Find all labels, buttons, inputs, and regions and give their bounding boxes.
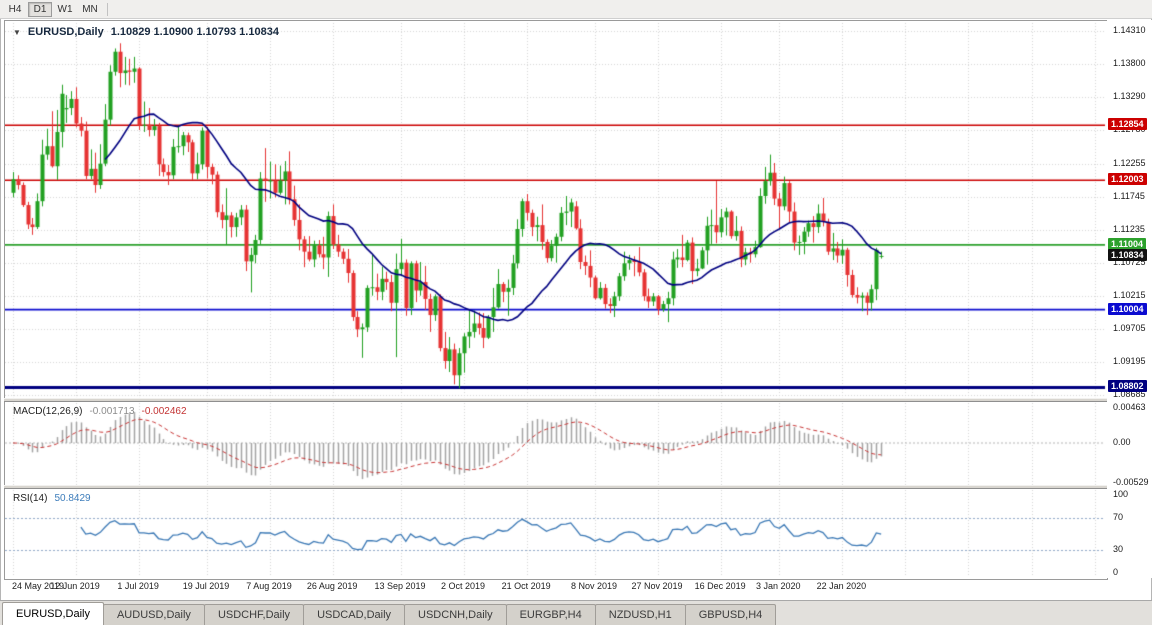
tab-nzdusd-h1[interactable]: NZDUSD,H1 (594, 604, 686, 625)
macd-axis-label: 0.00463 (1113, 402, 1146, 412)
macd-name: MACD(12,26,9) (13, 406, 83, 417)
macd-panel-separator[interactable] (4, 398, 1152, 402)
date-tick-label: 13 Sep 2019 (374, 581, 426, 591)
price-tick-label: 1.14310 (1113, 25, 1146, 35)
current-price-badge: 1.10834 (1108, 248, 1147, 261)
date-tick-label: 21 Oct 2019 (501, 581, 551, 591)
price-tick-label: 1.11745 (1113, 190, 1145, 201)
hline-price-badge[interactable]: 1.10004 (1108, 302, 1147, 315)
timeframe-toolbar: H4 D1 W1 MN (0, 0, 1152, 19)
tab-usdchf-daily[interactable]: USDCHF,Daily (203, 604, 305, 625)
tab-eurgbp-h4[interactable]: EURGBP,H4 (505, 604, 596, 625)
date-tick-label: 8 Nov 2019 (570, 581, 618, 591)
chart-title: ▼ EURUSD,Daily 1.10829 1.10900 1.10793 1… (13, 26, 279, 38)
hline-price-badge[interactable]: 1.12854 (1108, 118, 1147, 131)
hline-price-badge[interactable]: 1.08802 (1108, 380, 1147, 393)
price-tick-label: 1.12255 (1113, 157, 1146, 168)
rsi-panel-separator[interactable] (4, 485, 1152, 489)
date-tick-label: 27 Nov 2019 (631, 581, 683, 591)
hline-price-badge[interactable]: 1.11004 (1108, 237, 1147, 250)
tab-usdcad-daily[interactable]: USDCAD,Daily (303, 604, 406, 625)
macd-main-value: -0.001713 (89, 406, 135, 417)
chart-menu-icon[interactable]: ▼ (13, 27, 21, 37)
tab-eurusd-daily[interactable]: EURUSD,Daily (2, 602, 104, 625)
rsi-value: 50.8429 (54, 493, 91, 504)
timeframe-d1-button[interactable]: D1 (28, 1, 52, 17)
ohlc-quote-label: 1.10829 1.10900 1.10793 1.10834 (110, 26, 279, 38)
hline-price-badge[interactable]: 1.12003 (1108, 173, 1147, 186)
macd-axis-label: -0.00529 (1113, 477, 1149, 487)
price-scale[interactable]: 1.143101.138001.132901.127801.122551.117… (1107, 20, 1152, 578)
price-tick-label: 1.08685 (1113, 389, 1146, 399)
date-tick-label: 24 May 2019 (11, 581, 65, 591)
macd-axis-label: 0.00 (1113, 437, 1131, 447)
date-tick-label: 26 Aug 2019 (306, 581, 358, 591)
date-tick-label: 12 Jun 2019 (50, 581, 100, 591)
date-tick-label: 16 Dec 2019 (694, 581, 746, 591)
price-tick-label: 1.09195 (1113, 355, 1146, 366)
macd-signal-value: -0.002462 (141, 406, 187, 417)
chart-area[interactable]: ▼ EURUSD,Daily 1.10829 1.10900 1.10793 1… (4, 20, 1108, 580)
rsi-name: RSI(14) (13, 493, 48, 504)
tab-usdcnh-daily[interactable]: USDCNH,Daily (404, 604, 507, 625)
rsi-axis-label: 100 (1113, 489, 1129, 499)
timeframe-w1-button[interactable]: W1 (53, 2, 77, 17)
rsi-axis-label: 30 (1113, 543, 1124, 554)
date-tick-label: 7 Aug 2019 (246, 581, 292, 591)
price-tick-label: 1.13290 (1113, 91, 1146, 101)
date-tick-label: 22 Jan 2020 (816, 581, 867, 591)
macd-indicator-label: MACD(12,26,9) -0.001713 -0.002462 (13, 406, 187, 417)
timeframe-mn-button[interactable]: MN (78, 2, 102, 17)
date-tick-label: 19 Jul 2019 (182, 581, 230, 591)
date-tick-label: 3 Jan 2020 (756, 581, 801, 591)
price-tick-label: 1.11235 (1113, 223, 1145, 234)
date-tick-label: 1 Jul 2019 (117, 581, 159, 591)
price-tick-label: 1.10725 (1113, 256, 1146, 267)
price-tick-label: 1.09705 (1113, 322, 1146, 333)
timeframe-h4-button[interactable]: H4 (3, 2, 27, 17)
price-tick-label: 1.10215 (1113, 289, 1146, 300)
tab-gbpusd-h4[interactable]: GBPUSD,H4 (684, 604, 777, 625)
chart-tabs-bar: EURUSD,Daily AUDUSD,Daily USDCHF,Daily U… (0, 600, 1152, 625)
price-chart-canvas[interactable] (5, 21, 1107, 579)
toolbar-separator (107, 2, 108, 16)
rsi-indicator-label: RSI(14) 50.8429 (13, 493, 91, 504)
tab-audusd-daily[interactable]: AUDUSD,Daily (102, 604, 205, 625)
symbol-period-label: EURUSD,Daily (27, 26, 104, 38)
rsi-axis-label: 70 (1113, 512, 1124, 523)
price-tick-label: 1.13800 (1113, 58, 1146, 68)
date-tick-label: 2 Oct 2019 (441, 581, 486, 591)
rsi-axis-label: 0 (1113, 567, 1119, 577)
time-scale[interactable]: 24 May 2019 12 Jun 2019 1 Jul 2019 19 Jul 2… (4, 579, 1108, 595)
